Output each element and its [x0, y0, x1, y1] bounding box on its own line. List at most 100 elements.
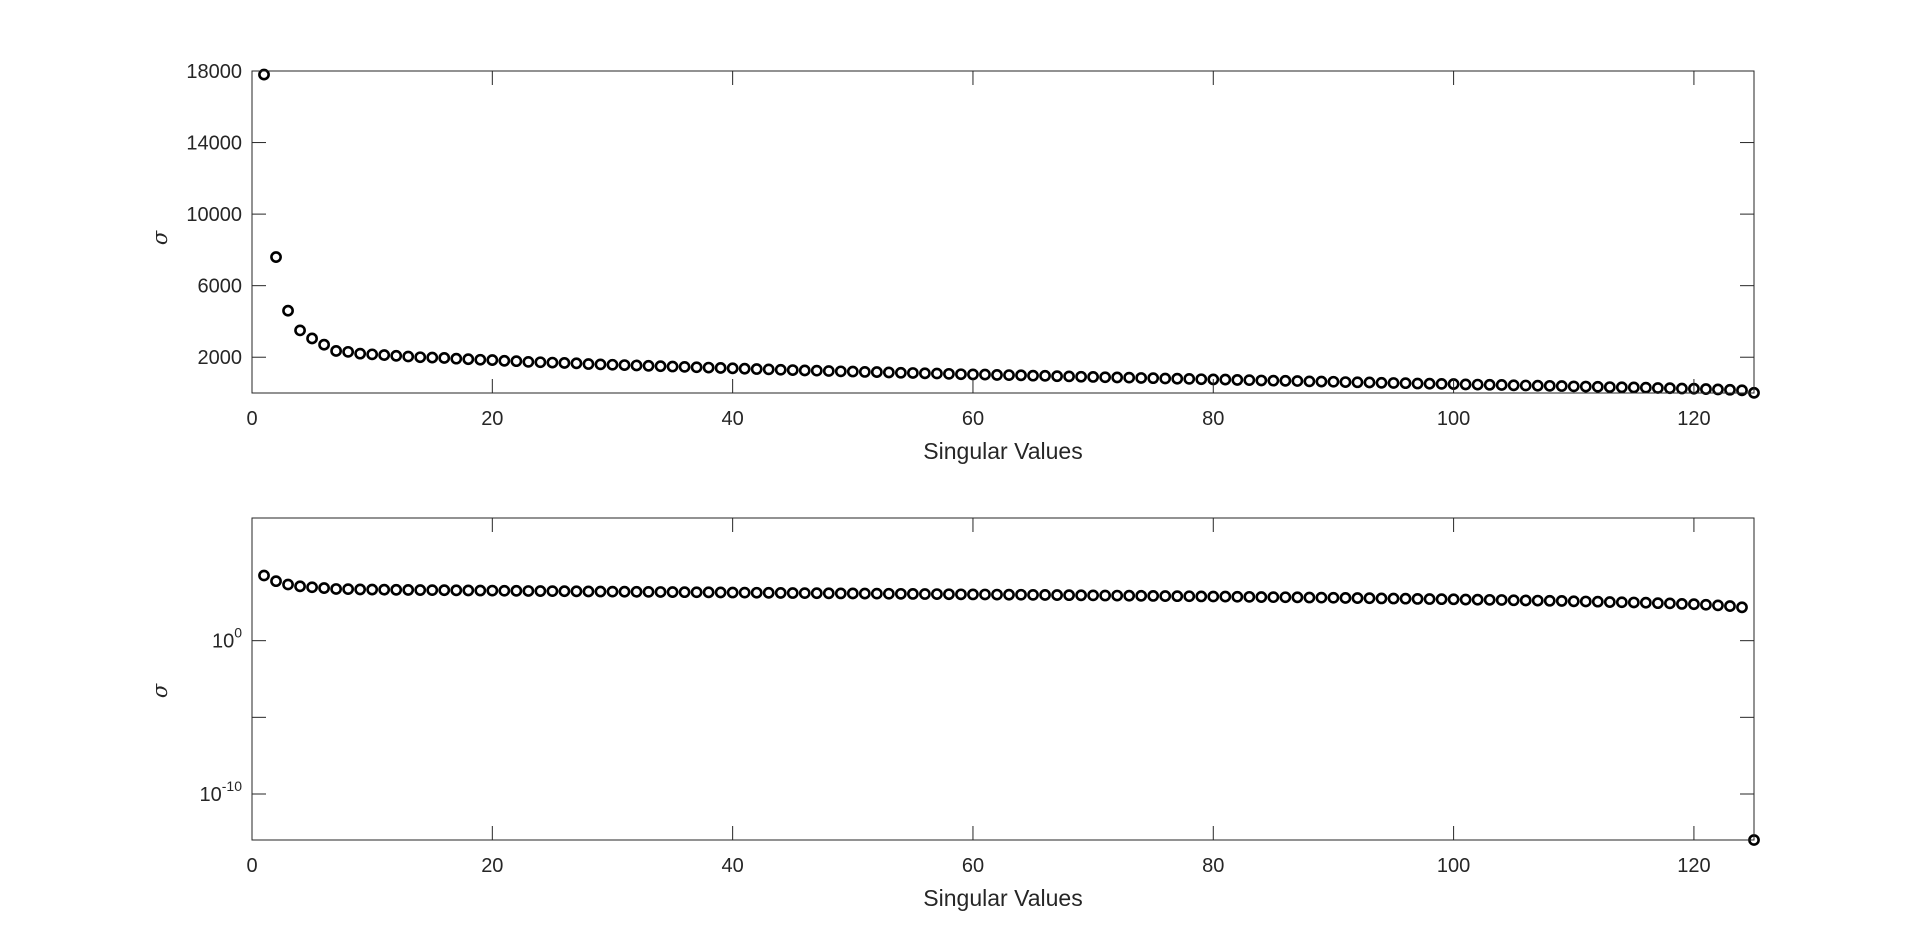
x-tick-label: 60	[962, 855, 984, 877]
data-point	[762, 363, 775, 376]
data-point	[870, 366, 883, 378]
data-point	[426, 584, 439, 597]
data-point	[1003, 588, 1015, 601]
x-tick-label: 80	[1202, 855, 1224, 877]
data-point	[1375, 592, 1388, 605]
data-point	[1039, 589, 1051, 601]
data-point	[714, 362, 727, 374]
top-y-axis-label: σ	[148, 230, 172, 245]
data-point	[606, 358, 619, 371]
data-point	[1267, 374, 1280, 387]
data-point	[1351, 376, 1364, 389]
data-point	[498, 354, 511, 367]
data-point	[738, 586, 751, 599]
data-point	[1147, 372, 1160, 385]
data-point	[666, 360, 679, 373]
y-tick-base: 10	[200, 784, 222, 806]
y-tick-exponent: 0	[234, 625, 242, 641]
data-point	[1303, 591, 1316, 604]
y-tick-label: 18000	[186, 61, 242, 83]
data-point	[450, 352, 463, 365]
data-point	[1363, 592, 1376, 605]
x-tick-label: 40	[722, 855, 744, 877]
data-point	[1603, 596, 1616, 608]
data-point	[618, 359, 631, 371]
data-point	[846, 365, 859, 378]
data-point	[1435, 377, 1448, 390]
data-point	[822, 587, 835, 600]
data-point	[690, 361, 703, 374]
data-point	[1219, 590, 1232, 603]
data-point	[943, 367, 955, 380]
data-point	[894, 366, 907, 379]
data-point	[1483, 593, 1496, 606]
data-point	[1315, 591, 1328, 604]
y-tick-label: 100	[212, 625, 242, 653]
data-point	[1603, 381, 1616, 393]
data-point	[1267, 591, 1280, 604]
data-point	[1219, 373, 1232, 386]
data-point	[1159, 372, 1172, 385]
x-tick-label: 100	[1437, 408, 1470, 430]
data-point	[1627, 596, 1640, 609]
data-point	[1712, 599, 1724, 612]
data-point	[1183, 590, 1196, 603]
data-point	[642, 585, 655, 598]
data-point	[1531, 594, 1544, 607]
data-point	[1639, 596, 1652, 609]
data-point	[1315, 375, 1328, 388]
data-point	[1075, 589, 1088, 602]
data-point	[1591, 595, 1604, 608]
data-point	[1087, 589, 1100, 602]
data-point	[1327, 591, 1340, 604]
data-point	[1387, 377, 1400, 389]
data-point	[570, 357, 583, 370]
data-point	[943, 588, 955, 601]
top-subplot-linear: 0 20 40 60 80 100 120 2000 6000 10000 14000 18000 S…	[148, 61, 1760, 464]
data-point	[270, 575, 282, 588]
data-point	[1423, 377, 1436, 390]
y-tick-base: 10	[212, 631, 234, 653]
data-point	[1435, 593, 1448, 606]
data-point	[366, 348, 379, 361]
data-point	[462, 353, 475, 366]
data-point	[1327, 375, 1340, 388]
data-point	[1339, 376, 1352, 388]
data-point	[390, 349, 403, 362]
data-point	[1736, 601, 1748, 614]
data-point	[1279, 591, 1292, 604]
data-point	[967, 368, 979, 381]
data-point	[1519, 379, 1532, 392]
data-point	[991, 369, 1003, 381]
data-point	[906, 588, 919, 600]
data-point	[1676, 597, 1688, 610]
x-tick-label: 20	[481, 855, 503, 877]
y-tick-label: 10-10	[200, 778, 243, 806]
data-point	[1387, 592, 1400, 605]
data-point	[522, 355, 535, 368]
data-point	[882, 587, 895, 600]
data-point	[798, 364, 811, 377]
data-point	[402, 584, 415, 596]
data-point	[294, 324, 306, 337]
data-point	[1423, 593, 1436, 605]
data-point	[1579, 380, 1592, 393]
data-point	[1567, 380, 1580, 393]
data-point	[762, 586, 775, 599]
data-point	[438, 352, 451, 364]
data-point	[690, 586, 703, 599]
data-point	[534, 356, 547, 369]
data-point	[918, 588, 931, 600]
data-point	[918, 367, 931, 380]
data-point	[1724, 383, 1736, 396]
data-point	[558, 357, 571, 369]
data-point	[1303, 375, 1316, 388]
data-point	[510, 355, 523, 368]
data-point	[1123, 589, 1136, 602]
data-point	[894, 587, 907, 600]
top-x-axis-label: Singular Values	[923, 438, 1082, 464]
data-point	[738, 362, 751, 375]
data-point	[931, 588, 943, 600]
data-point	[1111, 371, 1124, 384]
data-point	[1075, 370, 1088, 383]
